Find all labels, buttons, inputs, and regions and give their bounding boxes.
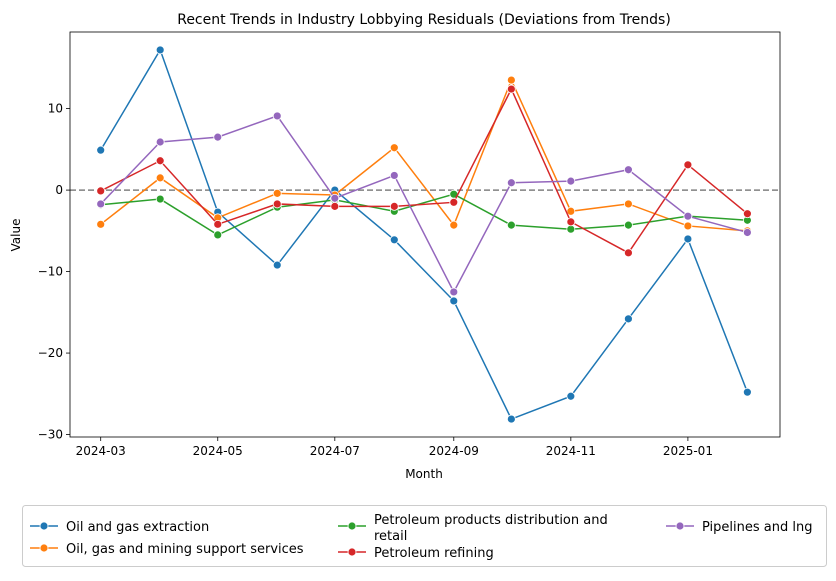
legend-label: Petroleum products distribution and retai… [374, 513, 608, 544]
data-point [155, 45, 165, 55]
data-point [742, 228, 752, 237]
legend-marker [347, 547, 357, 557]
legend-label: Oil and gas extraction [66, 520, 209, 535]
series-line-2 [100, 193, 748, 236]
data-point [449, 296, 459, 306]
data-point [449, 197, 459, 207]
data-point [566, 217, 576, 227]
data-point [96, 145, 106, 155]
data-point [96, 219, 106, 229]
plot-area: 2024-03 2024-05 2024-07 2024-09 2024-11 2025-… [38, 31, 781, 458]
legend-label: Petroleum refining [374, 546, 494, 561]
data-point [96, 199, 106, 209]
data-point [566, 391, 576, 401]
legend-label: Oil, gas and mining support services [66, 542, 304, 557]
data-point [213, 219, 223, 229]
data-point [213, 132, 223, 142]
data-point [566, 224, 576, 234]
data-point [155, 137, 165, 147]
legend-marker [347, 521, 357, 531]
series-line-4 [100, 115, 748, 294]
data-point [624, 220, 633, 230]
legend: Oil and gas extraction Oil, gas and minin… [22, 505, 827, 567]
series-line-3 [100, 87, 748, 254]
legend-box [22, 505, 827, 567]
data-point [624, 248, 633, 258]
data-point [213, 230, 223, 240]
data-point [683, 234, 693, 244]
y-tick-label: 0 [55, 183, 63, 197]
data-point [389, 201, 399, 211]
data-point [155, 156, 165, 166]
data-point [683, 160, 693, 170]
data-point [155, 194, 165, 204]
data-point [624, 199, 633, 209]
data-point [389, 171, 399, 180]
data-point [449, 287, 459, 297]
data-point [272, 188, 282, 198]
y-tick-label: −20 [38, 346, 63, 360]
data-point [506, 220, 516, 230]
plot-frame [69, 31, 781, 438]
x-axis-label: Month [405, 467, 443, 481]
data-point [330, 201, 340, 211]
legend-marker [39, 521, 49, 531]
x-tick-label: 2024-03 [76, 444, 126, 458]
y-axis-label: Value [9, 219, 23, 252]
data-point [742, 209, 752, 219]
y-tick-label: −30 [38, 428, 63, 442]
data-point [272, 111, 282, 121]
data-point [389, 143, 399, 153]
chart-title: Recent Trends in Industry Lobbying Resid… [177, 12, 671, 28]
x-tick-label: 2024-05 [193, 444, 243, 458]
data-point [96, 186, 106, 196]
data-point [624, 165, 633, 175]
x-tick-label: 2025-01 [663, 444, 713, 458]
legend-marker [39, 543, 49, 553]
data-point [155, 173, 165, 183]
y-tick-label: 10 [48, 102, 63, 116]
data-point [683, 211, 693, 221]
data-point [449, 220, 459, 230]
data-point [272, 260, 282, 270]
x-tick-label: 2024-09 [429, 444, 479, 458]
data-point [624, 314, 633, 324]
data-point [506, 75, 516, 85]
x-tick-label: 2024-07 [310, 444, 360, 458]
y-tick-label: −10 [38, 265, 63, 279]
series-line-1 [100, 78, 748, 232]
series-line-0 [100, 48, 749, 421]
data-point [683, 221, 693, 231]
data-point [566, 176, 576, 186]
data-point [272, 199, 282, 209]
legend-marker [675, 521, 685, 531]
data-point [506, 84, 516, 94]
data-point [506, 414, 516, 424]
x-tick-label: 2024-11 [546, 444, 596, 458]
data-point [506, 178, 516, 188]
data-point [389, 235, 399, 245]
data-point [330, 193, 340, 203]
legend-label: Pipelines and lng [702, 520, 812, 535]
data-point [742, 387, 752, 397]
